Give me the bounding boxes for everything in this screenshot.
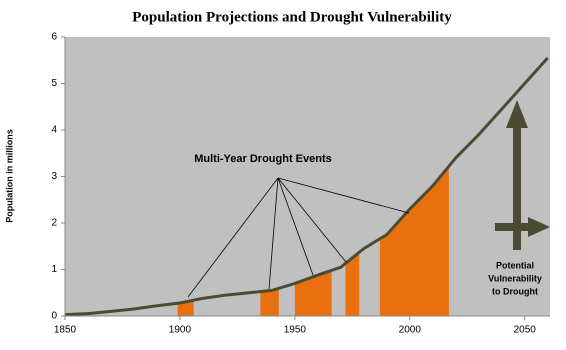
drought-area [379,166,449,316]
drought-label: Multi-Year Drought Events [194,153,332,165]
y-tick-label: 0 [51,311,57,322]
x-tick-label: 1950 [284,325,307,336]
vulnerability-label: Potential [496,260,534,270]
drought-area [260,288,279,316]
x-tick-label: 1900 [169,325,192,336]
vulnerability-label: to Drought [492,286,538,296]
y-tick-label: 2 [51,218,57,229]
vulnerability-arrows [495,100,550,250]
drought-area [345,252,360,316]
x-tick-label: 2000 [399,325,422,336]
drought-area [294,270,332,316]
y-tick-label: 1 [51,264,57,275]
x-tick-label: 2050 [514,325,537,336]
y-axis-label: Population in millions [4,129,14,223]
y-tick-label: 4 [51,125,57,136]
annotation-arrows [187,177,410,298]
marks [64,56,549,317]
vulnerability-label: Vulnerability [488,273,542,283]
y-tick-label: 5 [51,78,57,89]
y-tick-label: 3 [51,171,57,182]
chart-title: Population Projections and Drought Vulne… [132,9,452,25]
plot-area [65,37,550,316]
x-tick-label: 1850 [54,325,77,336]
y-tick-label: 6 [51,32,57,43]
population-line [64,56,549,317]
